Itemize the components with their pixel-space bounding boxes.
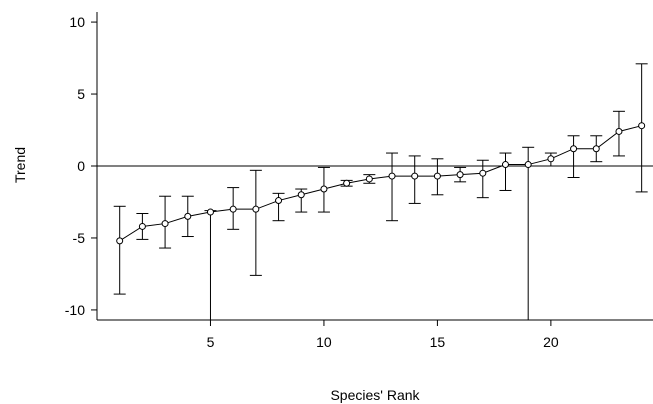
x-tick-label: 5 (207, 334, 215, 350)
points-layer (116, 122, 646, 245)
data-point (411, 172, 419, 180)
data-point (638, 122, 646, 130)
data-point (275, 197, 283, 205)
data-point (479, 169, 487, 177)
data-point (501, 161, 509, 169)
x-tick-label: 15 (430, 334, 446, 350)
y-tick-label: 10 (69, 14, 85, 30)
data-point (184, 212, 192, 220)
trend-line-layer (119, 125, 642, 242)
trend-series-line (119, 125, 642, 242)
y-tick-label: -5 (73, 230, 86, 246)
y-axis-title: Trend (12, 147, 28, 183)
x-tick-label: 20 (543, 334, 559, 350)
data-point (297, 191, 305, 199)
data-point (138, 222, 146, 230)
data-point (343, 179, 351, 187)
axes-layer: -10 -5 0 5 10 5 10 15 20 (65, 12, 653, 350)
data-point (570, 145, 578, 153)
plot-area (97, 63, 653, 320)
data-point (320, 185, 328, 193)
data-point (615, 127, 623, 135)
data-point (229, 205, 237, 213)
error-bars-layer (113, 63, 648, 320)
data-point (547, 155, 555, 163)
data-point (365, 175, 373, 183)
data-point (592, 145, 600, 153)
data-point (252, 205, 260, 213)
data-point (206, 208, 214, 216)
y-tick-label: 0 (77, 158, 85, 174)
data-point (433, 172, 441, 180)
y-tick-label: -10 (65, 302, 85, 318)
x-tick-label: 10 (316, 334, 332, 350)
data-point (161, 220, 169, 228)
data-point (524, 161, 532, 169)
data-point (116, 237, 124, 245)
x-axis-title: Species' Rank (330, 387, 420, 403)
y-tick-label: 5 (77, 86, 85, 102)
data-point (388, 172, 396, 180)
data-point (456, 171, 464, 179)
